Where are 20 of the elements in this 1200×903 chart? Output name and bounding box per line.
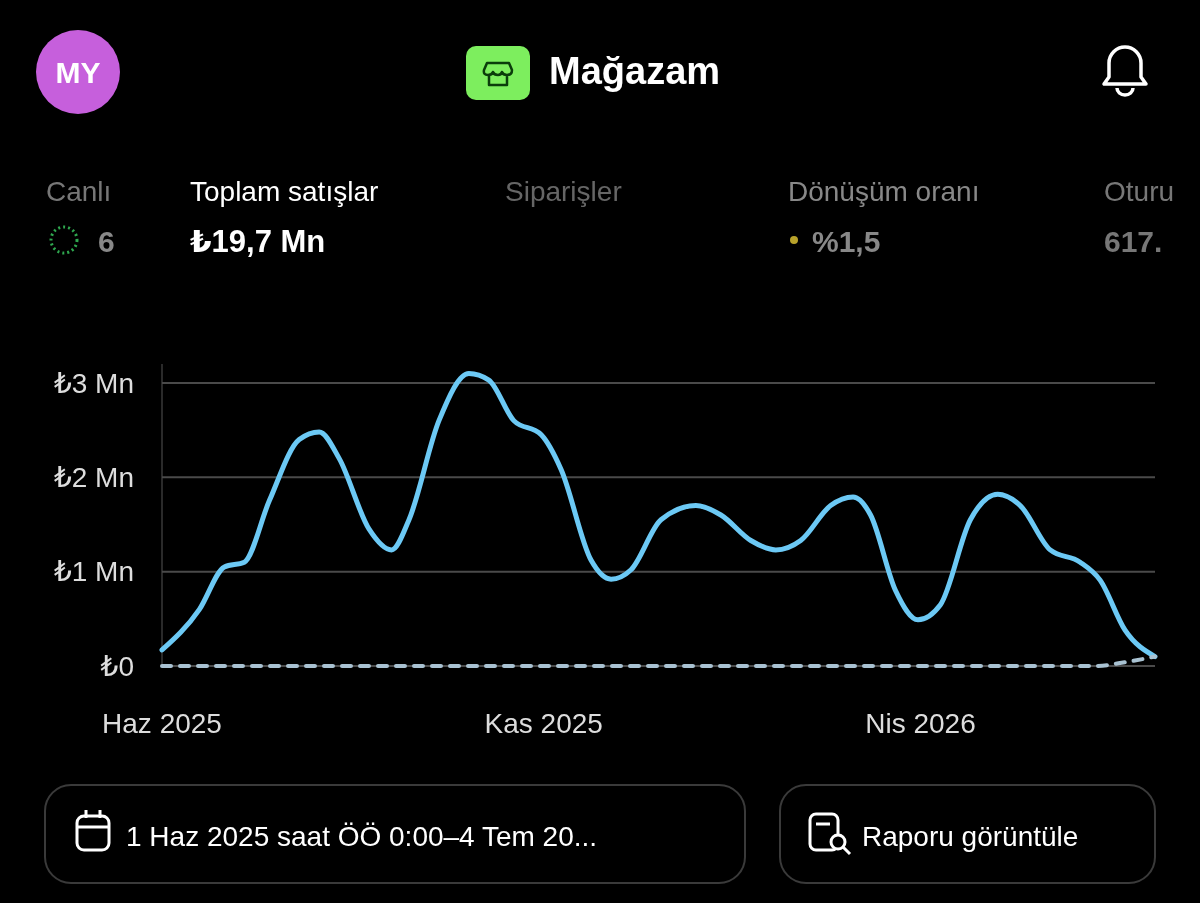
text: Raporu görüntüle	[862, 821, 1079, 852]
chart-title: Mağazam	[549, 50, 721, 92]
y-tick-label: ₺3 Mn	[53, 367, 134, 399]
text: Canlı	[46, 176, 112, 207]
text: 6	[98, 225, 115, 258]
x-tick-label: Nis 2026	[865, 708, 976, 739]
x-tick-label: Kas 2025	[484, 708, 603, 739]
x-tick-label: Haz 2025	[102, 708, 222, 739]
text: Toplam satışlar	[190, 176, 379, 207]
y-tick-label: ₺2 Mn	[53, 462, 134, 494]
text: Dönüşüm oranı	[788, 176, 980, 207]
y-tick-label: ₺1 Mn	[53, 556, 134, 588]
y-tick-label: ₺0	[100, 650, 134, 682]
text: %1,5	[812, 225, 881, 258]
text: MY	[55, 56, 101, 89]
text: 1 Haz 2025 saat ÖÖ 0:00–4 Tem 20...	[126, 821, 598, 852]
text: Siparişler	[505, 176, 622, 207]
text: ₺19,7 Mn	[190, 224, 326, 259]
text: 617.	[1104, 225, 1163, 258]
text: Oturu	[1104, 176, 1175, 207]
